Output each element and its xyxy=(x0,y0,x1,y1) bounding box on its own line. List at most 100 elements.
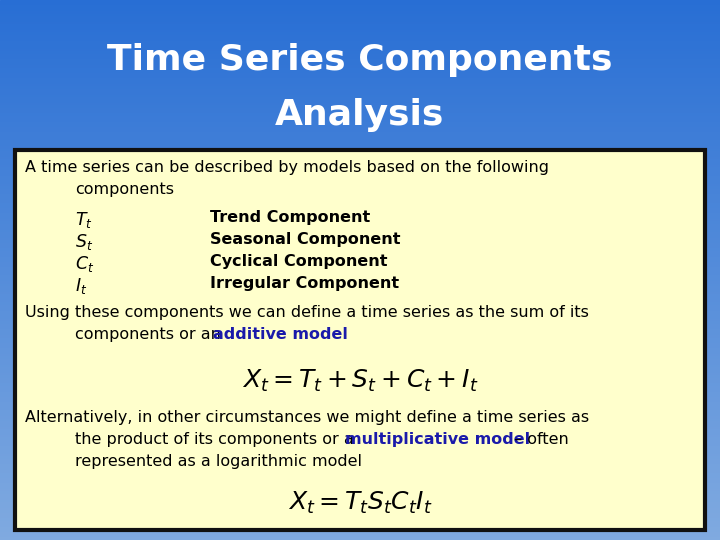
Bar xyxy=(0,165,720,167)
Text: additive model: additive model xyxy=(213,327,348,342)
Bar xyxy=(0,516,720,518)
Bar xyxy=(0,456,720,459)
Bar xyxy=(0,302,720,305)
Bar xyxy=(0,70,720,73)
Bar xyxy=(0,316,720,319)
Bar xyxy=(0,486,720,489)
Bar xyxy=(0,346,720,348)
Bar xyxy=(0,289,720,292)
Bar xyxy=(0,189,720,192)
Bar xyxy=(0,440,720,443)
Bar xyxy=(0,170,720,173)
Bar xyxy=(0,367,720,370)
Bar xyxy=(0,86,720,89)
Bar xyxy=(0,97,720,100)
Bar xyxy=(0,281,720,284)
Bar xyxy=(0,481,720,483)
Text: Irregular Component: Irregular Component xyxy=(210,276,399,291)
Bar xyxy=(0,46,720,49)
Bar xyxy=(0,94,720,97)
Bar xyxy=(0,278,720,281)
Bar xyxy=(0,489,720,491)
Bar xyxy=(0,359,720,362)
Bar xyxy=(0,59,720,62)
Bar xyxy=(0,421,720,424)
Text: multiplicative model: multiplicative model xyxy=(345,432,530,447)
Bar xyxy=(0,505,720,508)
Bar xyxy=(0,251,720,254)
Bar xyxy=(0,416,720,418)
Bar xyxy=(0,35,720,38)
Bar xyxy=(0,383,720,386)
Bar xyxy=(0,119,720,122)
Text: Time Series Components: Time Series Components xyxy=(107,43,613,77)
Bar xyxy=(0,443,720,445)
Bar xyxy=(0,68,720,70)
Bar xyxy=(0,381,720,383)
Bar xyxy=(0,57,720,59)
Bar xyxy=(0,397,720,400)
Bar xyxy=(0,197,720,200)
Bar xyxy=(0,205,720,208)
Bar xyxy=(0,76,720,78)
Bar xyxy=(0,351,720,354)
Bar xyxy=(0,178,720,181)
Bar xyxy=(0,256,720,259)
Bar xyxy=(0,219,720,221)
Bar xyxy=(0,16,720,19)
Bar xyxy=(0,462,720,464)
Bar xyxy=(0,100,720,103)
Bar xyxy=(0,54,720,57)
Bar xyxy=(0,364,720,367)
Text: $X_t = T_t + S_t + C_t + I_t$: $X_t = T_t + S_t + C_t + I_t$ xyxy=(242,368,478,394)
Bar xyxy=(0,321,720,324)
Text: $T_t$: $T_t$ xyxy=(75,210,93,230)
Bar xyxy=(0,143,720,146)
Text: $I_t$: $I_t$ xyxy=(75,276,87,296)
Bar xyxy=(0,81,720,84)
Bar xyxy=(0,310,720,313)
Text: – often: – often xyxy=(509,432,569,447)
Bar xyxy=(0,454,720,456)
Bar xyxy=(0,238,720,240)
Bar xyxy=(0,14,720,16)
Bar xyxy=(0,157,720,159)
Bar xyxy=(0,537,720,540)
Bar xyxy=(0,24,720,27)
Bar xyxy=(0,532,720,535)
Bar xyxy=(0,502,720,505)
Bar xyxy=(0,370,720,373)
Text: $C_t$: $C_t$ xyxy=(75,254,94,274)
Bar xyxy=(0,105,720,108)
Bar xyxy=(0,240,720,243)
Bar xyxy=(0,224,720,227)
Bar xyxy=(0,418,720,421)
Bar xyxy=(0,154,720,157)
Bar xyxy=(0,192,720,194)
Bar xyxy=(0,135,720,138)
Bar xyxy=(0,113,720,116)
Bar xyxy=(0,116,720,119)
Bar xyxy=(0,292,720,294)
Bar xyxy=(0,73,720,76)
Bar xyxy=(0,478,720,481)
Bar xyxy=(0,0,720,3)
Bar xyxy=(0,451,720,454)
Bar xyxy=(0,340,720,343)
Bar xyxy=(0,273,720,275)
Bar xyxy=(0,424,720,427)
Bar xyxy=(0,19,720,22)
Bar xyxy=(0,108,720,111)
Text: Seasonal Component: Seasonal Component xyxy=(210,232,400,247)
Bar xyxy=(0,167,720,170)
Bar xyxy=(0,386,720,389)
Bar xyxy=(0,413,720,416)
Bar xyxy=(0,235,720,238)
Bar xyxy=(0,138,720,140)
Bar xyxy=(0,332,720,335)
Bar xyxy=(0,448,720,451)
Bar xyxy=(0,5,720,8)
Bar xyxy=(0,513,720,516)
Bar xyxy=(0,308,720,310)
Bar xyxy=(0,389,720,392)
